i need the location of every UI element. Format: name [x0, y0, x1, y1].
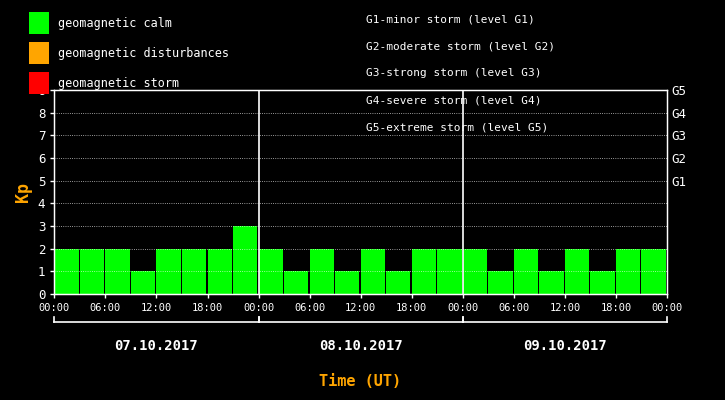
- Y-axis label: Kp: Kp: [14, 182, 33, 202]
- Bar: [105, 249, 130, 294]
- Text: G2-moderate storm (level G2): G2-moderate storm (level G2): [366, 41, 555, 51]
- Bar: [539, 271, 563, 294]
- Bar: [386, 271, 410, 294]
- Text: geomagnetic disturbances: geomagnetic disturbances: [58, 46, 229, 60]
- Bar: [360, 249, 385, 294]
- Bar: [310, 249, 334, 294]
- Bar: [616, 249, 640, 294]
- Bar: [437, 249, 462, 294]
- Bar: [335, 271, 360, 294]
- Text: geomagnetic calm: geomagnetic calm: [58, 16, 172, 30]
- Bar: [642, 249, 666, 294]
- Bar: [131, 271, 155, 294]
- Text: Time (UT): Time (UT): [319, 374, 402, 390]
- Bar: [157, 249, 181, 294]
- Bar: [80, 249, 104, 294]
- Bar: [489, 271, 513, 294]
- Bar: [233, 226, 257, 294]
- Text: G5-extreme storm (level G5): G5-extreme storm (level G5): [366, 123, 548, 133]
- Text: geomagnetic storm: geomagnetic storm: [58, 76, 179, 90]
- Bar: [565, 249, 589, 294]
- Bar: [259, 249, 283, 294]
- Text: 08.10.2017: 08.10.2017: [319, 339, 402, 353]
- Bar: [182, 249, 206, 294]
- Text: G4-severe storm (level G4): G4-severe storm (level G4): [366, 96, 542, 106]
- Bar: [590, 271, 615, 294]
- Bar: [284, 271, 308, 294]
- Text: G1-minor storm (level G1): G1-minor storm (level G1): [366, 14, 535, 24]
- Text: 09.10.2017: 09.10.2017: [523, 339, 607, 353]
- Bar: [207, 249, 232, 294]
- Bar: [514, 249, 538, 294]
- Bar: [54, 249, 78, 294]
- Text: 07.10.2017: 07.10.2017: [115, 339, 199, 353]
- Bar: [412, 249, 436, 294]
- Text: G3-strong storm (level G3): G3-strong storm (level G3): [366, 68, 542, 78]
- Bar: [463, 249, 487, 294]
